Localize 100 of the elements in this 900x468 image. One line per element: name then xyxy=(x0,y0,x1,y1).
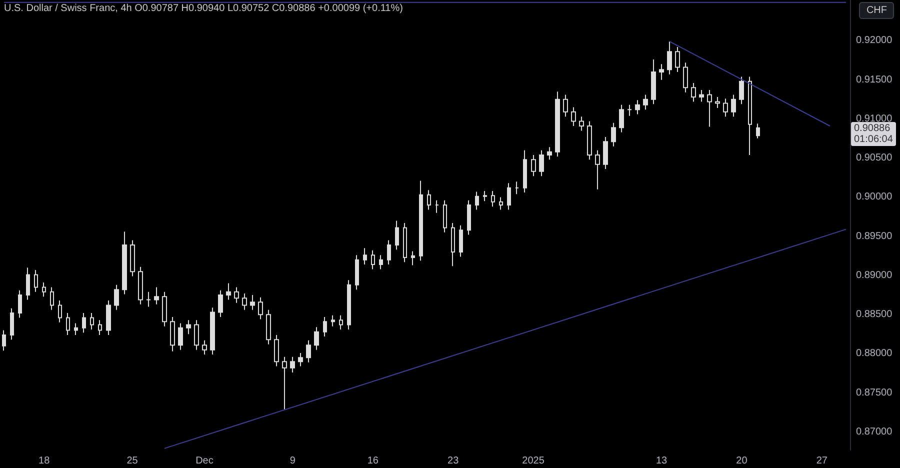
candlestick xyxy=(170,316,175,352)
candlestick xyxy=(523,150,527,194)
candlestick xyxy=(547,146,552,160)
candlestick xyxy=(499,196,503,210)
candlestick xyxy=(675,46,680,72)
candlestick xyxy=(10,308,14,340)
candlestick xyxy=(419,180,423,262)
candlestick xyxy=(539,150,544,177)
candlestick xyxy=(651,58,656,105)
y-tick-label: 0.91500 xyxy=(856,74,893,86)
candlestick xyxy=(146,291,151,308)
candlestick xyxy=(202,340,207,356)
x-tick-label: 13 xyxy=(656,456,668,466)
candlestick xyxy=(403,222,407,263)
x-tick-label: 20 xyxy=(736,456,748,466)
candlestick xyxy=(210,307,215,356)
y-tick-label: 0.89000 xyxy=(856,270,893,281)
candlestick xyxy=(50,286,54,310)
candlestick xyxy=(571,106,576,126)
candlestick xyxy=(555,91,560,158)
candlestick xyxy=(748,76,752,156)
candlestick xyxy=(587,120,592,160)
candlestick xyxy=(635,100,640,115)
candlestick xyxy=(42,282,46,298)
candlestick xyxy=(435,200,439,214)
candlestick xyxy=(515,181,519,195)
candlestick xyxy=(26,267,30,300)
candlestick xyxy=(98,320,102,336)
candlestick xyxy=(186,320,191,335)
candlestick xyxy=(282,356,287,410)
x-tick-label: 25 xyxy=(126,456,138,466)
candlestick xyxy=(756,123,760,139)
y-tick-label: 0.90000 xyxy=(856,192,893,203)
candlestick xyxy=(483,190,487,202)
candlestick xyxy=(290,356,295,374)
candlestick xyxy=(459,224,463,258)
candlestick xyxy=(443,200,447,233)
candlestick xyxy=(82,312,86,334)
candlestick xyxy=(643,94,648,110)
text: 0.90886 xyxy=(854,122,892,134)
candlestick xyxy=(731,94,736,118)
candlestick xyxy=(323,316,327,338)
candlestick xyxy=(667,40,672,75)
candlestick xyxy=(234,286,239,304)
x-tick-label: 27 xyxy=(816,456,828,466)
candlestick xyxy=(427,190,431,210)
candlestick xyxy=(739,76,744,105)
candlestick xyxy=(563,94,568,118)
candlestick xyxy=(451,222,455,267)
candlestick xyxy=(611,122,616,147)
candlestick xyxy=(619,104,624,133)
candlestick xyxy=(467,200,471,236)
candlestick xyxy=(683,62,688,93)
candlestick xyxy=(595,150,600,190)
candlestick xyxy=(363,248,367,266)
candlestick xyxy=(339,314,343,330)
candlestick xyxy=(250,294,255,310)
candlestick xyxy=(34,270,38,292)
candlestick xyxy=(18,290,22,318)
candlestick xyxy=(507,182,511,210)
candlestick xyxy=(266,309,271,345)
candlestick xyxy=(178,322,183,350)
candlestick xyxy=(379,254,383,270)
candlestick xyxy=(411,250,415,266)
candlestick xyxy=(347,280,351,330)
candlestick xyxy=(395,220,399,250)
candlestick xyxy=(154,286,159,305)
candlestick xyxy=(298,352,303,367)
candlestick xyxy=(715,96,720,108)
candlestick xyxy=(355,254,359,290)
chart-title: U.S. Dollar / Swiss Franc, 4h xyxy=(4,3,132,14)
y-tick-label: 0.91000 xyxy=(856,113,893,124)
x-tick-label: 9 xyxy=(290,456,296,466)
candlestick xyxy=(122,231,127,295)
candlestick xyxy=(723,98,728,118)
y-tick-label: 0.88000 xyxy=(856,348,893,360)
candlestick xyxy=(627,104,632,116)
y-tick-label: 0.88500 xyxy=(856,309,893,320)
candlestick xyxy=(106,300,111,336)
candlestick xyxy=(491,190,495,208)
x-tick-label: 16 xyxy=(367,456,379,466)
candlestick xyxy=(475,191,479,210)
x-tick-label: 23 xyxy=(448,456,460,466)
candlestick xyxy=(114,284,119,310)
candlestick xyxy=(162,291,167,327)
candlestick xyxy=(218,290,223,318)
candlestick xyxy=(371,250,375,270)
currency-button: CHF xyxy=(859,2,894,19)
candlestick xyxy=(387,240,391,266)
candlestick xyxy=(130,240,135,277)
candlestick xyxy=(707,90,712,128)
chart-subtitle: O0.90787 H0.90940 L0.90752 C0.90886 +0.00099 (+0.11%) xyxy=(134,3,403,14)
text: 01:06:04 xyxy=(854,134,893,145)
candlestick xyxy=(226,282,231,300)
y-tick-label: 0.87500 xyxy=(856,387,893,398)
candlestick xyxy=(74,322,78,336)
candlestick xyxy=(138,266,143,305)
candlestick xyxy=(531,154,536,177)
y-tick-label: 0.90500 xyxy=(856,152,893,164)
candlestick xyxy=(194,320,199,350)
